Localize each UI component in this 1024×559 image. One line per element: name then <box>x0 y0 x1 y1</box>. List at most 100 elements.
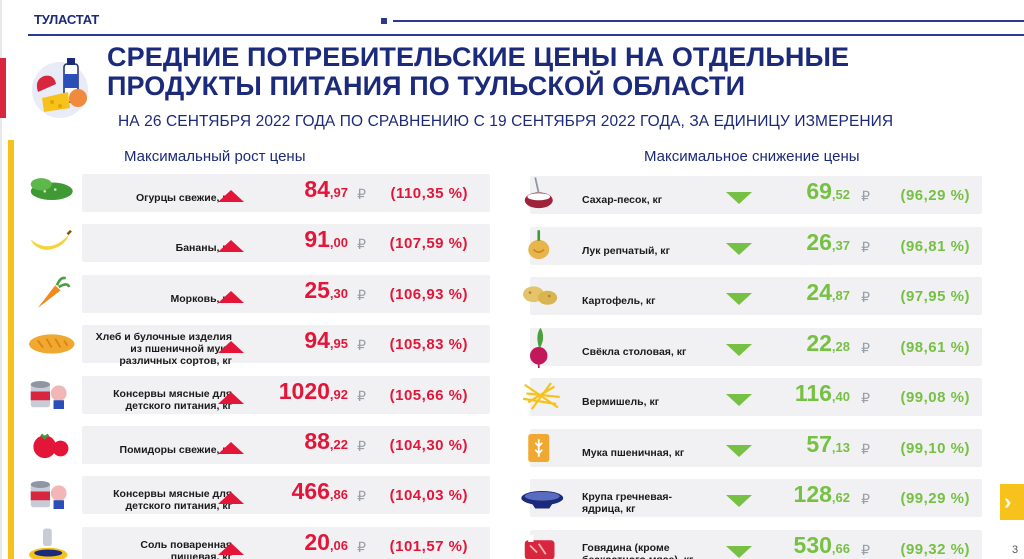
price-integer: 91 <box>304 226 330 253</box>
arrow-down-icon <box>726 495 752 507</box>
percent-change: (98,61 %) <box>900 338 970 356</box>
price-decimal: ,06 <box>329 537 348 553</box>
arrow-down-icon <box>726 394 752 406</box>
divider-square <box>381 18 387 24</box>
buckwheat-bowl-icon <box>521 491 564 509</box>
price-value: 57,13 <box>806 431 850 458</box>
row-background <box>530 378 982 416</box>
percent-change: (105,66 %) <box>389 386 468 404</box>
price-row: Помидоры свежие, кг 88,22 ₽ (104,30 %) <box>20 424 490 466</box>
arrow-down-icon <box>726 192 752 204</box>
noodles-icon <box>522 382 560 410</box>
baby-food-can-icon <box>30 380 67 409</box>
arrow-up-icon <box>218 391 244 404</box>
row-background <box>82 426 490 464</box>
price-decimal: ,86 <box>329 487 348 503</box>
product-name: Консервы мясные для детского питания, кг <box>113 387 232 412</box>
left-yellow-accent <box>8 140 14 559</box>
price-integer: 25 <box>304 276 330 303</box>
arrow-up-icon <box>218 492 244 505</box>
row-background <box>530 428 982 467</box>
ruble-sign: ₽ <box>861 339 870 356</box>
title-line-2: ПРОДУКТЫ ПИТАНИЯ ПО ТУЛЬСКОЙ ОБЛАСТИ <box>107 71 746 101</box>
price-value: 91,00 <box>304 226 348 253</box>
price-integer: 116 <box>794 380 832 406</box>
price-value: 22,28 <box>806 330 850 357</box>
left-edge-line <box>0 0 2 559</box>
price-integer: 84 <box>304 176 330 202</box>
price-row: Морковь, кг 25,30 ₽ (106,93 %) <box>20 273 490 315</box>
percent-change: (96,81 %) <box>900 237 970 255</box>
row-background <box>82 174 490 212</box>
price-decimal: ,52 <box>831 187 850 202</box>
ruble-sign: ₽ <box>861 390 870 406</box>
row-background <box>530 529 982 559</box>
ruble-sign: ₽ <box>861 238 870 255</box>
baby-food-can-icon <box>30 481 67 510</box>
product-name: Помидоры свежие, кг <box>119 444 232 456</box>
percent-change: (99,29 %) <box>900 490 970 507</box>
ruble-sign: ₽ <box>357 186 366 202</box>
arrow-down-icon <box>726 545 752 558</box>
price-row: Бананы, кг 91,00 ₽ (107,59 %) <box>20 222 490 264</box>
price-integer: 530 <box>793 531 832 558</box>
price-value: 25,30 <box>304 277 348 304</box>
page-title: СРЕДНИЕ ПОТРЕБИТЕЛЬСКИЕ ЦЕНЫ НА ОТДЕЛЬНЫ… <box>107 43 849 101</box>
top-divider <box>28 34 1024 36</box>
price-value: 88,22 <box>304 428 348 455</box>
arrow-up-icon <box>218 290 244 303</box>
price-value: 530,66 <box>794 532 850 559</box>
percent-change: (96,29 %) <box>900 187 970 204</box>
price-row: Хлеб и булочные изделия из пшеничной мук… <box>20 323 490 367</box>
price-value: 116,40 <box>795 380 850 407</box>
row-background <box>82 274 490 313</box>
price-integer: 128 <box>793 481 832 507</box>
ruble-sign: ₽ <box>357 538 366 555</box>
price-value: 94,95 <box>304 327 348 354</box>
price-value: 69,52 <box>806 178 850 205</box>
beef-icon <box>524 534 555 559</box>
percent-change: (105,83 %) <box>389 336 468 354</box>
price-decimal: ,66 <box>831 540 850 556</box>
price-decimal: ,22 <box>329 437 348 452</box>
product-name: Вермишель, кг <box>582 396 660 408</box>
price-integer: 88 <box>304 428 330 454</box>
ruble-sign: ₽ <box>357 438 366 454</box>
page-number: 3 <box>1012 544 1019 556</box>
percent-change: (104,03 %) <box>389 487 468 505</box>
ruble-sign: ₽ <box>357 387 366 404</box>
arrow-down-icon <box>726 444 752 457</box>
next-page-button[interactable]: › <box>1000 484 1024 520</box>
price-decimal: ,62 <box>831 490 850 505</box>
arrow-up-icon <box>218 341 244 354</box>
arrow-down-icon <box>726 242 752 255</box>
arrow-up-icon <box>218 442 244 454</box>
price-row: Соль поваренная пищевая, кг 20,06 ₽ (101,57… <box>20 525 490 559</box>
percent-change: (97,95 %) <box>900 288 970 305</box>
potato-icon <box>523 286 558 305</box>
row-background <box>82 325 490 364</box>
bread-icon <box>29 334 75 354</box>
price-row: Картофель, кг 24,87 ₽ (97,95 %) <box>510 275 990 317</box>
price-row: Лук репчатый, кг 26,37 ₽ (96,81 %) <box>510 225 990 267</box>
row-background <box>82 476 490 515</box>
price-integer: 22 <box>806 329 832 356</box>
percent-change: (104,30 %) <box>389 437 468 454</box>
price-decimal: ,00 <box>329 235 348 251</box>
row-background <box>530 277 982 315</box>
salt-icon <box>29 528 68 559</box>
arrow-up-icon <box>218 240 244 253</box>
price-integer: 1020 <box>278 377 330 404</box>
price-value: 128,62 <box>794 481 850 508</box>
price-decimal: ,97 <box>329 185 348 200</box>
product-name: Сахар-песок, кг <box>582 194 663 206</box>
price-integer: 57 <box>806 430 832 457</box>
sugar-bowl-icon <box>524 177 553 209</box>
product-name: Лук репчатый, кг <box>582 244 670 257</box>
row-background <box>82 375 490 414</box>
product-name: Бананы, кг <box>175 242 232 255</box>
price-value: 20,06 <box>304 529 348 556</box>
price-row: Вермишель, кг 116,40 ₽ (99,08 %) <box>510 376 990 418</box>
brand-label: ТУЛАСТАТ <box>34 12 99 27</box>
row-background <box>530 327 982 366</box>
